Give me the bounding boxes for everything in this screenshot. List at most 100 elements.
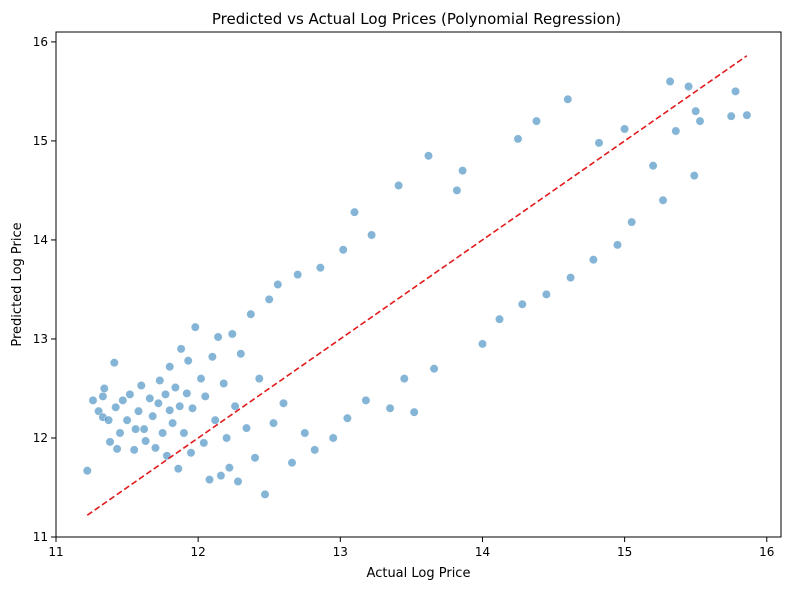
- data-point: [242, 423, 252, 433]
- data-point: [264, 294, 274, 304]
- y-tick-label: 13: [33, 332, 48, 346]
- data-point: [531, 116, 541, 126]
- data-point: [98, 391, 108, 401]
- data-point: [695, 116, 705, 126]
- data-point: [278, 398, 288, 408]
- data-point: [148, 411, 158, 421]
- data-point: [183, 356, 193, 366]
- data-point: [588, 255, 598, 265]
- data-point: [109, 358, 119, 368]
- data-point: [349, 207, 359, 217]
- plot-area: [55, 31, 782, 538]
- data-point: [627, 217, 637, 227]
- data-point: [188, 403, 198, 413]
- data-point: [458, 166, 468, 176]
- data-point: [689, 171, 699, 181]
- data-point: [200, 391, 210, 401]
- data-point: [139, 424, 149, 434]
- data-point: [423, 151, 433, 161]
- data-point: [566, 273, 576, 283]
- data-point: [227, 329, 237, 339]
- data-point: [494, 314, 504, 324]
- plot-frame: [55, 31, 782, 538]
- data-point: [361, 395, 371, 405]
- data-point: [287, 458, 297, 468]
- data-point: [158, 428, 168, 438]
- data-point: [648, 161, 658, 171]
- y-axis-title: Predicted Log Price: [10, 222, 25, 346]
- data-point: [205, 475, 215, 485]
- data-point: [563, 94, 573, 104]
- data-point: [179, 428, 189, 438]
- data-point: [293, 270, 303, 280]
- x-tick-label: 12: [191, 545, 206, 559]
- data-point: [250, 453, 260, 463]
- data-point: [213, 332, 223, 342]
- chart-title: Predicted vs Actual Log Prices (Polynomi…: [212, 10, 621, 28]
- y-axis: 11 12 13 14 15 16: [33, 35, 56, 544]
- data-point: [136, 380, 146, 390]
- y-tick-label: 16: [33, 35, 48, 49]
- data-point: [161, 389, 171, 399]
- data-point: [122, 415, 132, 425]
- data-point: [175, 401, 185, 411]
- data-point: [134, 406, 144, 416]
- x-tick-label: 11: [48, 545, 63, 559]
- data-point: [273, 279, 283, 289]
- data-point: [219, 378, 229, 388]
- data-point: [726, 111, 736, 121]
- data-point: [196, 374, 206, 384]
- data-point: [742, 110, 752, 120]
- data-points: [82, 77, 752, 499]
- data-point: [691, 106, 701, 116]
- data-point: [477, 339, 487, 349]
- data-point: [399, 374, 409, 384]
- data-point: [224, 463, 234, 473]
- data-point: [452, 185, 462, 195]
- data-point: [665, 77, 675, 87]
- data-point: [165, 362, 175, 372]
- data-point: [260, 489, 270, 499]
- data-point: [409, 407, 419, 417]
- x-tick-label: 16: [759, 545, 774, 559]
- data-point: [141, 436, 151, 446]
- data-point: [517, 299, 527, 309]
- data-point: [118, 395, 128, 405]
- data-point: [168, 418, 178, 428]
- data-point: [173, 464, 183, 474]
- y-tick-label: 12: [33, 431, 48, 445]
- data-point: [112, 444, 122, 454]
- data-point: [254, 374, 264, 384]
- data-point: [155, 375, 165, 385]
- x-tick-label: 13: [333, 545, 348, 559]
- data-point: [165, 405, 175, 415]
- data-point: [671, 126, 681, 136]
- data-point: [612, 240, 622, 250]
- data-point: [111, 402, 121, 412]
- data-point: [190, 322, 200, 332]
- data-point: [131, 424, 141, 434]
- data-point: [216, 471, 226, 481]
- data-point: [153, 398, 163, 408]
- data-point: [162, 451, 172, 461]
- x-tick-label: 15: [617, 545, 632, 559]
- data-point: [99, 383, 109, 393]
- data-point: [115, 428, 125, 438]
- x-axis: 11 12 13 14 15 16: [48, 537, 774, 559]
- data-point: [315, 263, 325, 273]
- data-point: [236, 349, 246, 359]
- y-tick-label: 14: [33, 233, 48, 247]
- data-point: [210, 415, 220, 425]
- data-point: [300, 428, 310, 438]
- data-point: [246, 309, 256, 319]
- data-point: [170, 382, 180, 392]
- data-point: [88, 395, 98, 405]
- data-point: [513, 134, 523, 144]
- data-point: [222, 433, 232, 443]
- data-point: [199, 438, 209, 448]
- data-point: [176, 344, 186, 354]
- data-point: [207, 352, 217, 362]
- x-axis-title: Actual Log Price: [367, 566, 471, 581]
- y-tick-label: 15: [33, 134, 48, 148]
- data-point: [429, 364, 439, 374]
